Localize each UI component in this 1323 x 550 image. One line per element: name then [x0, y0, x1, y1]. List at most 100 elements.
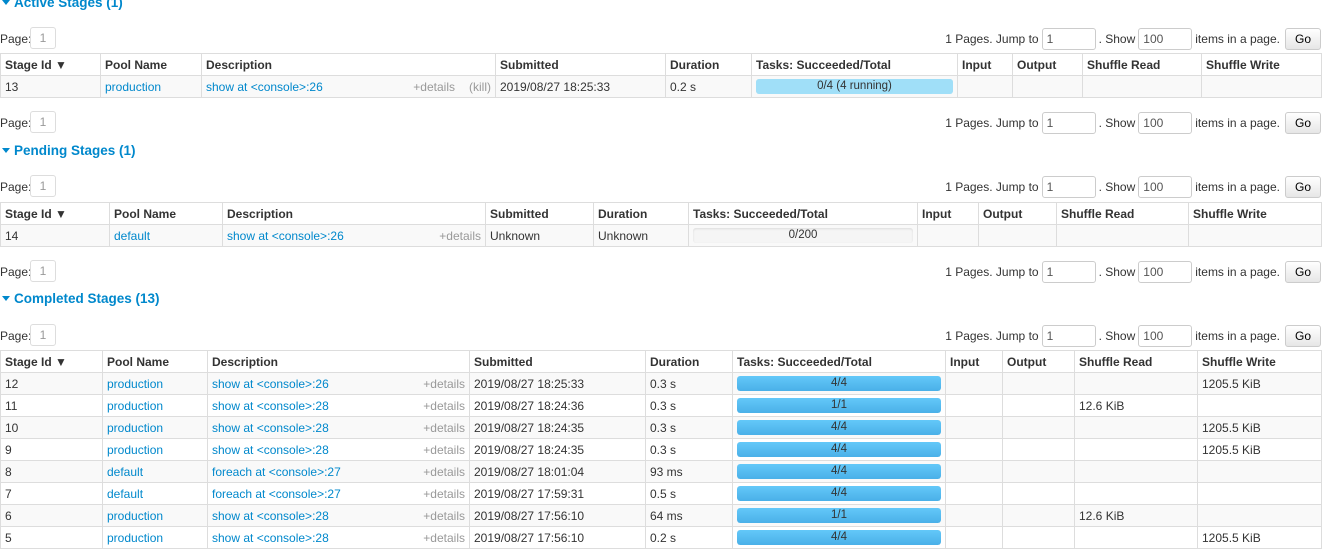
pool-link[interactable]: production	[107, 530, 164, 545]
column-header[interactable]: Output	[978, 202, 1057, 225]
column-header[interactable]: Shuffle Read	[1082, 53, 1202, 76]
column-header[interactable]: Shuffle Read	[1074, 350, 1198, 373]
table-row: 9 production +details show at <console>:28 2…	[0, 438, 1322, 461]
page-number-button[interactable]: 1	[30, 175, 56, 197]
details-toggle[interactable]: +details	[423, 442, 465, 457]
column-header[interactable]: Shuffle Read	[1056, 202, 1189, 225]
description-link[interactable]: show at <console>:26	[206, 79, 323, 94]
section-header-0[interactable]: Active Stages (1)	[0, 0, 123, 10]
pool-link[interactable]: production	[107, 398, 164, 413]
column-header[interactable]: Submitted	[485, 202, 594, 225]
submitted: 2019/08/27 18:24:35	[469, 416, 646, 439]
details-toggle[interactable]: +details	[423, 376, 465, 391]
tasks-cell: 1/1	[732, 504, 946, 527]
column-header[interactable]: Shuffle Write	[1188, 202, 1322, 225]
column-header[interactable]: Pool Name	[109, 202, 223, 225]
table-row: 5 production +details show at <console>:28 2…	[0, 526, 1322, 549]
column-header[interactable]: Tasks: Succeeded/Total	[732, 350, 946, 373]
page-size-input[interactable]	[1138, 176, 1193, 198]
page-number-button[interactable]: 1	[30, 111, 56, 133]
page-size-input[interactable]	[1138, 28, 1193, 50]
column-header[interactable]: Submitted	[495, 53, 666, 76]
column-header[interactable]: Stage Id ▼	[0, 202, 110, 225]
column-header[interactable]: Pool Name	[100, 53, 202, 76]
details-toggle[interactable]: +details	[423, 508, 465, 523]
items-text: items in a page.	[1195, 32, 1280, 46]
column-header[interactable]: Stage Id ▼	[0, 53, 101, 76]
pool-link[interactable]: production	[107, 508, 164, 523]
column-header[interactable]: Output	[1012, 53, 1083, 76]
submitted: 2019/08/27 18:01:04	[469, 460, 646, 483]
section-header-1[interactable]: Pending Stages (1)	[0, 143, 136, 158]
table-row: 14 default +details show at <console>:26 Unk…	[0, 224, 1322, 247]
column-header[interactable]: Duration	[593, 202, 689, 225]
kill-link[interactable]: (kill)	[469, 79, 491, 94]
go-button[interactable]: Go	[1284, 28, 1321, 50]
jump-to-page-input[interactable]	[1041, 112, 1096, 134]
page-size-input[interactable]	[1138, 261, 1193, 283]
details-toggle[interactable]: +details	[423, 398, 465, 413]
pool-link[interactable]: default	[107, 486, 144, 501]
pool-link[interactable]: default	[114, 228, 151, 243]
pool-name-cell: default	[102, 482, 208, 505]
details-toggle[interactable]: +details	[413, 79, 455, 94]
page-label: Page:	[0, 116, 32, 130]
page-number-button[interactable]: 1	[30, 260, 56, 282]
column-header[interactable]: Tasks: Succeeded/Total	[751, 53, 958, 76]
column-header[interactable]: Description	[222, 202, 486, 225]
go-button[interactable]: Go	[1284, 112, 1321, 134]
column-header[interactable]: Description	[207, 350, 470, 373]
pool-link[interactable]: production	[105, 79, 162, 94]
go-button[interactable]: Go	[1284, 325, 1321, 347]
pool-link[interactable]: production	[107, 420, 164, 435]
progress-text: 1/1	[831, 399, 847, 411]
description-link[interactable]: show at <console>:26	[227, 228, 344, 243]
details-toggle[interactable]: +details	[439, 228, 481, 243]
details-toggle[interactable]: +details	[423, 464, 465, 479]
description-link[interactable]: show at <console>:28	[212, 398, 329, 413]
column-header[interactable]: Stage Id ▼	[0, 350, 103, 373]
column-header[interactable]: Description	[201, 53, 496, 76]
column-header[interactable]: Output	[1002, 350, 1075, 373]
column-header[interactable]: Input	[957, 53, 1013, 76]
jump-to-page-input[interactable]	[1041, 261, 1096, 283]
details-toggle[interactable]: +details	[423, 420, 465, 435]
description-link[interactable]: foreach at <console>:27	[212, 464, 341, 479]
section-header-2[interactable]: Completed Stages (13)	[0, 291, 160, 306]
jump-to-page-input[interactable]	[1041, 325, 1096, 347]
duration: 0.5 s	[645, 482, 733, 505]
page-size-input[interactable]	[1138, 112, 1193, 134]
description-link[interactable]: show at <console>:28	[212, 442, 329, 457]
column-header[interactable]: Duration	[645, 350, 733, 373]
column-header[interactable]: Input	[917, 202, 979, 225]
jump-to-page-input[interactable]	[1041, 28, 1096, 50]
description-link[interactable]: show at <console>:26	[212, 376, 329, 391]
pool-link[interactable]: production	[107, 376, 164, 391]
stage-id: 10	[0, 416, 103, 439]
column-header[interactable]: Submitted	[469, 350, 646, 373]
go-button[interactable]: Go	[1284, 261, 1321, 283]
description-link[interactable]: foreach at <console>:27	[212, 486, 341, 501]
column-header[interactable]: Input	[945, 350, 1003, 373]
column-header[interactable]: Tasks: Succeeded/Total	[688, 202, 918, 225]
page-number-button[interactable]: 1	[30, 324, 56, 346]
jump-to-page-input[interactable]	[1041, 176, 1096, 198]
pool-link[interactable]: production	[107, 442, 164, 457]
description-cell: +details show at <console>:28	[207, 394, 470, 417]
column-header[interactable]: Pool Name	[102, 350, 208, 373]
column-header[interactable]: Duration	[665, 53, 752, 76]
column-header[interactable]: Shuffle Write	[1197, 350, 1322, 373]
task-progress-bar: 4/4	[737, 376, 941, 391]
page-number-button[interactable]: 1	[30, 27, 56, 49]
go-button[interactable]: Go	[1284, 176, 1321, 198]
pool-link[interactable]: default	[107, 464, 144, 479]
details-toggle[interactable]: +details	[423, 486, 465, 501]
page-size-input[interactable]	[1138, 325, 1193, 347]
details-toggle[interactable]: +details	[423, 530, 465, 545]
table-row: 7 default +details foreach at <console>:27 2…	[0, 482, 1322, 505]
shuffle-output	[1002, 504, 1075, 527]
column-header[interactable]: Shuffle Write	[1201, 53, 1322, 76]
description-link[interactable]: show at <console>:28	[212, 530, 329, 545]
description-link[interactable]: show at <console>:28	[212, 508, 329, 523]
description-link[interactable]: show at <console>:28	[212, 420, 329, 435]
